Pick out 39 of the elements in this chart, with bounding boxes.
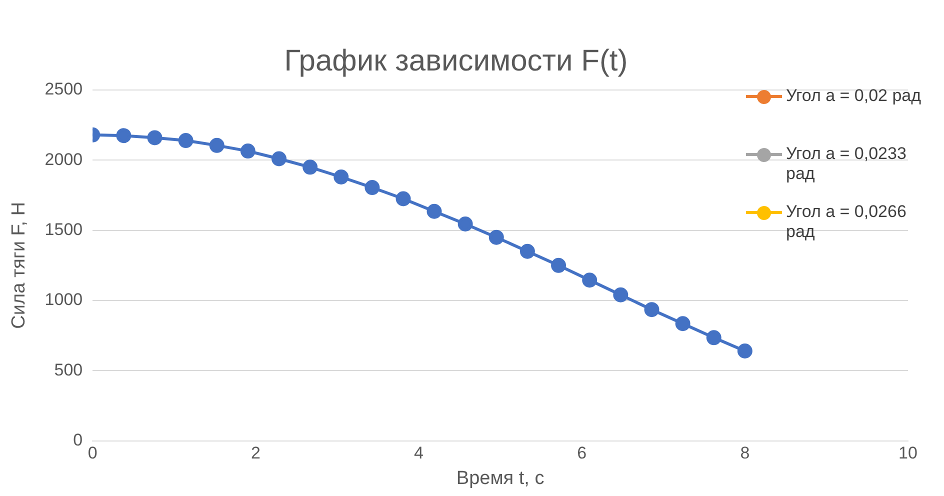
- point: [458, 216, 473, 232]
- point: [488, 230, 504, 245]
- x-axis-title: Время t, с: [456, 468, 544, 489]
- point: [209, 138, 224, 153]
- point: [302, 160, 318, 175]
- point: [334, 170, 349, 184]
- point: [364, 180, 380, 196]
- y-tick-label: 500: [54, 360, 83, 380]
- y-axis-title: Сила тяги F, Н: [8, 202, 30, 329]
- point: [582, 272, 598, 288]
- legend-label: Угол а = 0,0266 рад: [786, 202, 908, 242]
- y-tick-label: 2500: [44, 80, 83, 99]
- x-tick-label: 6: [577, 444, 587, 463]
- x-tick-label: 2: [250, 444, 260, 463]
- x-tick-label: 8: [740, 444, 750, 463]
- chart-title: График зависимости F(t): [284, 44, 628, 78]
- point: [613, 287, 628, 302]
- point: [240, 144, 256, 159]
- point: [706, 330, 722, 346]
- y-tick-label: 1500: [44, 220, 83, 240]
- point: [116, 128, 132, 144]
- point: [178, 133, 194, 148]
- x-tick-label: 10: [898, 444, 918, 463]
- y-tick-label: 2000: [44, 150, 83, 169]
- x-tick-label: 0: [88, 444, 98, 463]
- point: [396, 191, 411, 206]
- point: [147, 130, 162, 146]
- point: [520, 244, 535, 259]
- legend-label: Угол а = 0,02 рад: [786, 86, 922, 106]
- y-tick-label: 1000: [44, 290, 83, 310]
- point: [426, 204, 442, 219]
- legend-label: Угол а = 0,0233 рад: [786, 144, 908, 184]
- point: [675, 316, 690, 332]
- point: [644, 302, 660, 318]
- x-tick-label: 4: [414, 444, 424, 463]
- y-tick-label: 0: [73, 430, 83, 450]
- point: [737, 343, 752, 358]
- point: [551, 258, 566, 273]
- point: [272, 151, 287, 166]
